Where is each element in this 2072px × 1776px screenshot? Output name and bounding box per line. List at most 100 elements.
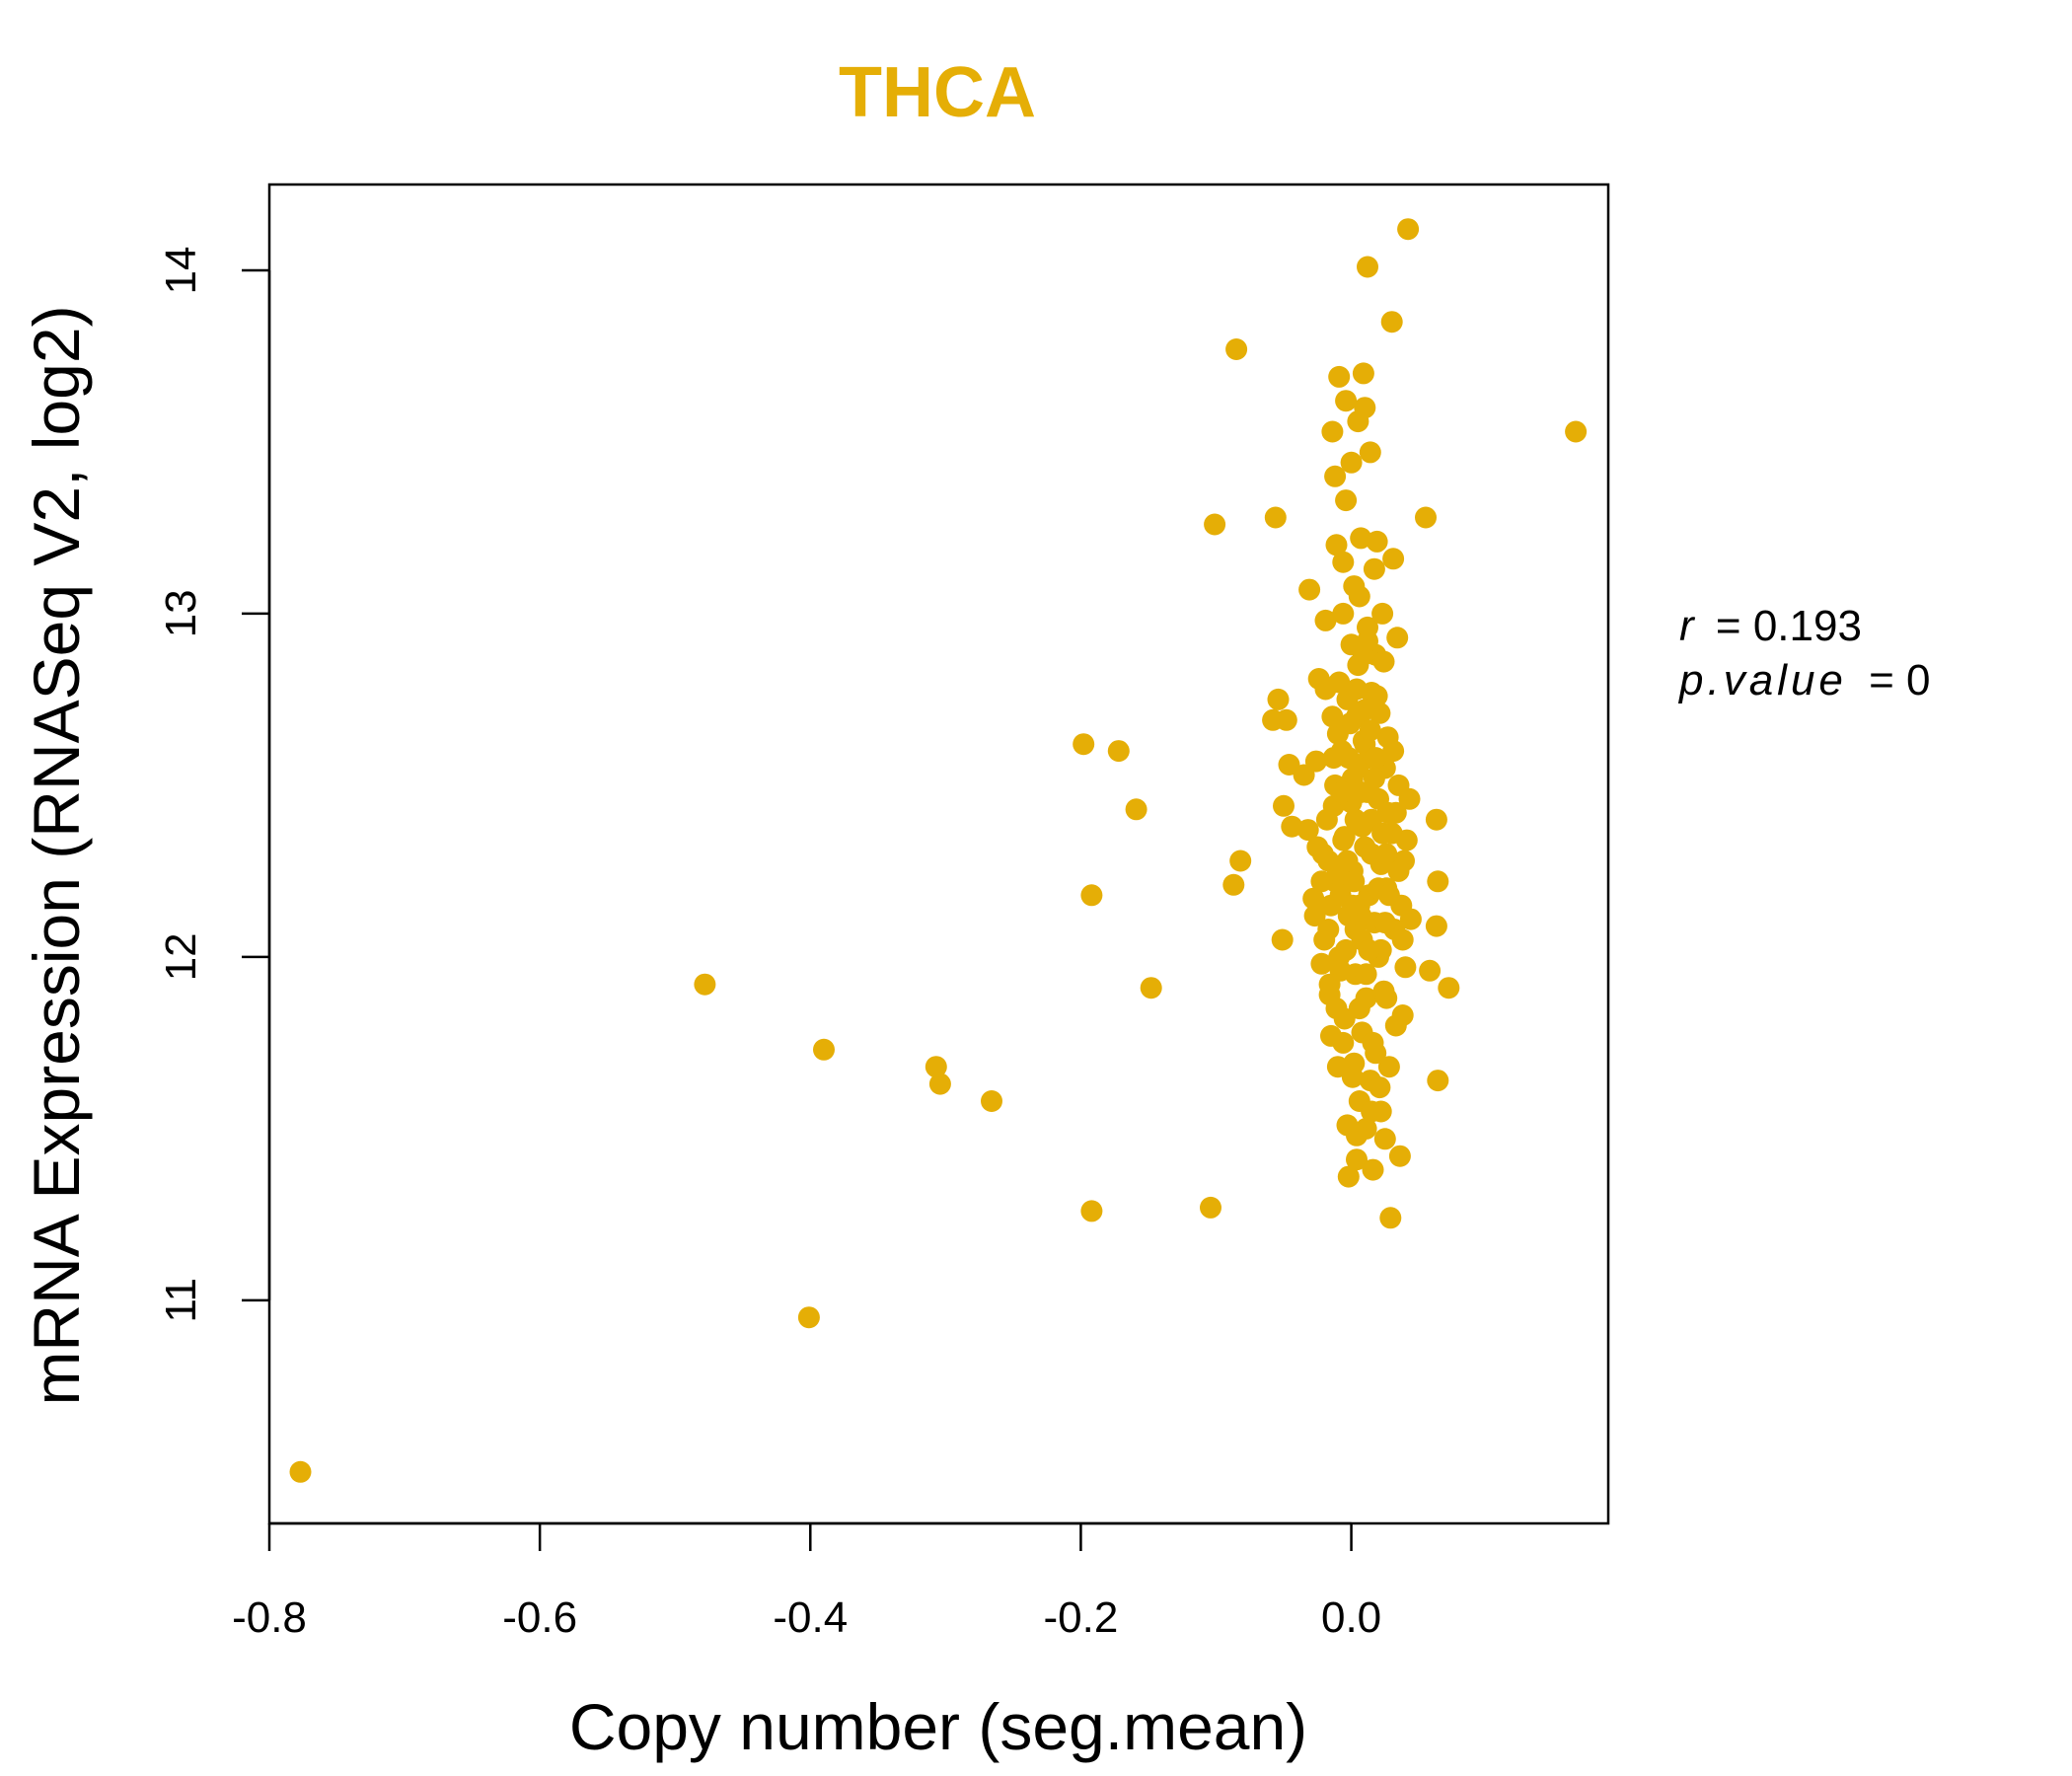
data-point <box>1371 822 1394 845</box>
data-point <box>925 1056 947 1078</box>
data-point <box>1310 870 1333 893</box>
x-tick-label: -0.4 <box>773 1593 848 1642</box>
data-point <box>1336 850 1359 872</box>
data-point <box>1352 362 1374 385</box>
data-point <box>1200 1196 1221 1219</box>
data-point <box>1107 740 1130 763</box>
x-tick-label: 0.0 <box>1321 1593 1381 1642</box>
data-point <box>981 1090 1002 1112</box>
data-point <box>1332 551 1355 573</box>
data-point <box>1325 998 1348 1020</box>
data-point <box>1335 938 1358 961</box>
data-point <box>1373 1128 1396 1150</box>
data-point <box>1204 513 1226 536</box>
data-point <box>1425 808 1447 831</box>
data-point <box>1394 956 1417 979</box>
data-point <box>1363 768 1385 789</box>
data-point <box>1384 801 1407 824</box>
data-point <box>1355 963 1377 986</box>
data-point <box>813 1038 835 1061</box>
data-point <box>1391 1004 1414 1026</box>
data-point <box>1415 506 1437 529</box>
data-point <box>1341 894 1364 917</box>
chart-title: THCA <box>839 53 1036 132</box>
data-point <box>1354 397 1376 419</box>
data-point <box>1332 1031 1355 1054</box>
data-point <box>1080 884 1103 907</box>
data-point <box>1361 843 1383 865</box>
data-point <box>1328 671 1351 694</box>
data-point <box>1362 1031 1384 1054</box>
data-point <box>1348 998 1370 1020</box>
data-point <box>1073 733 1095 756</box>
data-point <box>1315 808 1338 831</box>
x-tick-label: -0.8 <box>232 1593 307 1642</box>
data-point <box>1351 815 1373 838</box>
data-point <box>1325 534 1348 556</box>
data-point <box>1359 441 1381 464</box>
data-point <box>1273 794 1295 817</box>
data-point <box>1271 928 1294 951</box>
data-point <box>1322 747 1345 770</box>
data-point <box>1348 585 1370 608</box>
data-point <box>1358 938 1380 961</box>
data-point <box>1337 747 1360 770</box>
data-point <box>1395 829 1418 851</box>
data-point <box>1321 705 1344 728</box>
data-point <box>1303 905 1326 927</box>
data-point <box>1332 602 1355 625</box>
data-point <box>1225 338 1248 360</box>
data-point <box>1398 787 1421 810</box>
data-point <box>1386 627 1409 649</box>
data-point <box>1357 256 1378 278</box>
data-point <box>1382 740 1405 763</box>
x-axis-label: Copy number (seg.mean) <box>569 1690 1307 1763</box>
data-point <box>1375 843 1398 865</box>
data-point <box>1427 1070 1449 1092</box>
data-point <box>1318 973 1341 996</box>
data-point <box>1354 699 1376 721</box>
data-point <box>1335 489 1358 512</box>
data-point <box>1427 870 1449 893</box>
data-point <box>1340 451 1363 474</box>
stat-r-label: r <box>1679 602 1696 650</box>
stat-p-label: p.value <box>1677 656 1847 704</box>
data-point <box>1310 952 1333 975</box>
data-point <box>1387 859 1410 882</box>
data-points <box>289 218 1588 1483</box>
data-point <box>1399 908 1422 930</box>
data-point <box>1317 850 1340 872</box>
data-point <box>1313 928 1336 951</box>
y-axis: 11 12 13 14 <box>157 247 271 1323</box>
data-point <box>1363 557 1385 580</box>
data-point <box>1359 719 1381 742</box>
data-point <box>1373 912 1396 934</box>
data-point <box>1140 977 1162 999</box>
data-point <box>1380 311 1403 333</box>
data-point <box>1357 629 1378 652</box>
data-point <box>1350 527 1372 550</box>
data-point <box>1331 780 1353 803</box>
data-point <box>1379 1207 1402 1229</box>
data-point <box>1362 1158 1384 1181</box>
data-point <box>928 1073 951 1095</box>
x-tick-label: -0.2 <box>1044 1593 1119 1642</box>
data-point <box>1304 750 1327 773</box>
data-point <box>1339 712 1362 735</box>
data-point <box>1346 1148 1368 1171</box>
data-point <box>1324 465 1347 487</box>
data-point <box>1335 390 1358 412</box>
data-point <box>694 973 716 996</box>
data-point <box>1337 1165 1360 1188</box>
data-point <box>1281 815 1303 838</box>
data-point <box>1382 548 1405 570</box>
data-point <box>1267 688 1290 710</box>
x-axis: -0.8 -0.6 -0.4 -0.2 0.0 <box>232 1521 1381 1642</box>
stat-p: p.value = 0 <box>1677 656 1931 704</box>
data-point <box>1264 506 1287 529</box>
data-point <box>1369 1076 1391 1099</box>
data-point <box>1366 530 1388 553</box>
stat-r-value: 0.193 <box>1753 602 1862 650</box>
data-point <box>1343 870 1366 893</box>
data-point <box>1275 708 1297 731</box>
